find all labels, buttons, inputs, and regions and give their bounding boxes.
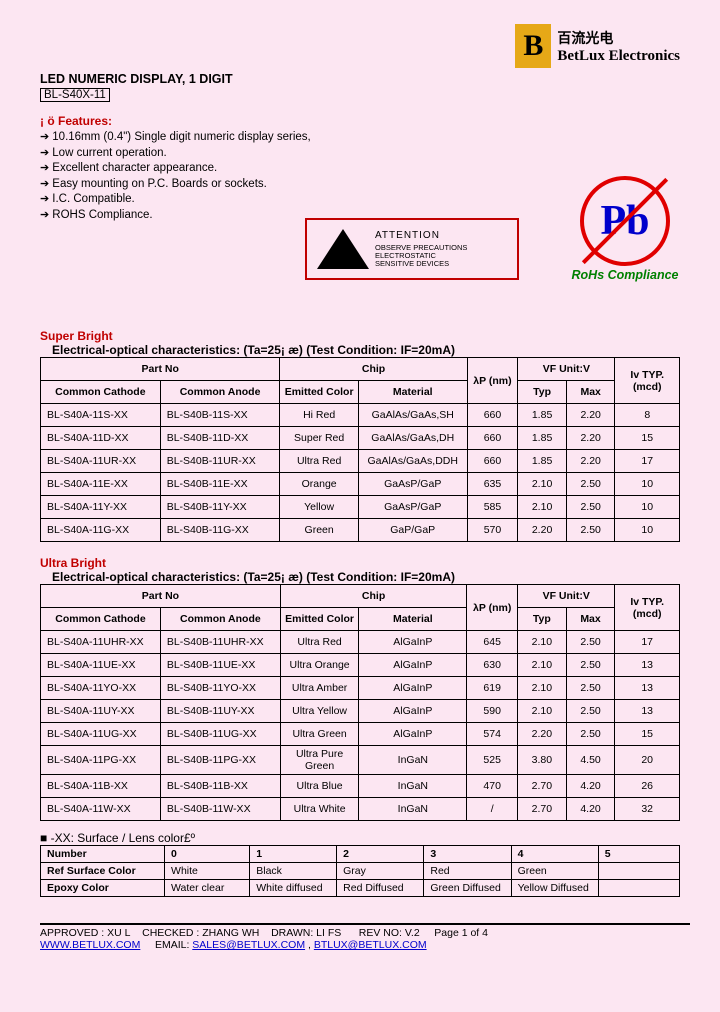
- super-bright-header: Super Bright: [40, 329, 690, 343]
- footer-approved: APPROVED : XU L: [40, 927, 130, 939]
- ultra-bright-table: Part NoChipλP (nm)VF Unit:VIv TYP.(mcd)C…: [40, 584, 680, 821]
- lens-color-table: Number012345Ref Surface ColorWhiteBlackG…: [40, 845, 680, 897]
- sb-caption: Electrical-optical characteristics: (Ta=…: [52, 343, 690, 357]
- company-logo: B 百流光电 BetLux Electronics: [515, 24, 680, 68]
- footer-rev: REV NO: V.2: [359, 927, 420, 939]
- table-row: BL-S40A-11D-XXBL-S40B-11D-XXSuper RedGaA…: [41, 427, 680, 450]
- table-row: BL-S40A-11E-XXBL-S40B-11E-XXOrangeGaAsP/…: [41, 473, 680, 496]
- doc-title: LED NUMERIC DISPLAY, 1 DIGIT: [40, 72, 690, 86]
- esd-triangle-icon: [317, 229, 369, 269]
- esd-attention: ATTENTION: [375, 230, 467, 241]
- table-row: BL-S40A-11PG-XXBL-S40B-11PG-XXUltra Pure…: [41, 746, 680, 775]
- feature-item: Low current operation.: [40, 146, 690, 162]
- table-row: BL-S40A-11UE-XXBL-S40B-11UE-XXUltra Oran…: [41, 654, 680, 677]
- footer-email2[interactable]: BTLUX@BETLUX.COM: [314, 939, 427, 951]
- rohs-label: RoHs Compliance: [570, 268, 680, 282]
- table-row: BL-S40A-11UHR-XXBL-S40B-11UHR-XXUltra Re…: [41, 631, 680, 654]
- table-row: BL-S40A-11UY-XXBL-S40B-11UY-XXUltra Yell…: [41, 700, 680, 723]
- footer-page: Page 1 of 4: [434, 927, 488, 939]
- footer-drawn: DRAWN: LI FS: [271, 927, 341, 939]
- page-footer: APPROVED : XU L CHECKED : ZHANG WH DRAWN…: [40, 923, 690, 951]
- ub-caption: Electrical-optical characteristics: (Ta=…: [52, 570, 690, 584]
- company-en: BetLux Electronics: [557, 48, 680, 65]
- feature-item: Excellent character appearance.: [40, 161, 690, 177]
- footer-email1[interactable]: SALES@BETLUX.COM: [192, 939, 305, 951]
- features-header: ¡ ö Features:: [40, 114, 690, 128]
- table-row: BL-S40A-11YO-XXBL-S40B-11YO-XXUltra Ambe…: [41, 677, 680, 700]
- esd-line3: SENSITIVE DEVICES: [375, 259, 449, 268]
- table-row: BL-S40A-11W-XXBL-S40B-11W-XXUltra WhiteI…: [41, 798, 680, 821]
- table-row: BL-S40A-11S-XXBL-S40B-11S-XXHi RedGaAlAs…: [41, 404, 680, 427]
- feature-item: 10.16mm (0.4") Single digit numeric disp…: [40, 130, 690, 146]
- super-bright-table: Part NoChipλP (nm)VF Unit:VIv TYP.(mcd)C…: [40, 357, 680, 542]
- table-row: BL-S40A-11G-XXBL-S40B-11G-XXGreenGaP/GaP…: [41, 519, 680, 542]
- footer-checked: CHECKED : ZHANG WH: [142, 927, 259, 939]
- footer-email-label: EMAIL:: [155, 939, 189, 951]
- ultra-bright-header: Ultra Bright: [40, 556, 690, 570]
- part-number: BL-S40X-11: [40, 88, 110, 102]
- table-row: BL-S40A-11B-XXBL-S40B-11B-XXUltra BlueIn…: [41, 775, 680, 798]
- logo-b-icon: B: [515, 24, 551, 68]
- lens-note: ■ -XX: Surface / Lens color£º: [40, 831, 690, 845]
- rohs-badge: Pb RoHs Compliance: [570, 176, 680, 282]
- table-row: BL-S40A-11UR-XXBL-S40B-11UR-XXUltra RedG…: [41, 450, 680, 473]
- footer-url[interactable]: WWW.BETLUX.COM: [40, 939, 140, 951]
- esd-warning: ATTENTION OBSERVE PRECAUTIONS ELECTROSTA…: [305, 218, 519, 280]
- company-cn: 百流光电: [557, 28, 680, 48]
- table-row: BL-S40A-11UG-XXBL-S40B-11UG-XXUltra Gree…: [41, 723, 680, 746]
- table-row: BL-S40A-11Y-XXBL-S40B-11Y-XXYellowGaAsP/…: [41, 496, 680, 519]
